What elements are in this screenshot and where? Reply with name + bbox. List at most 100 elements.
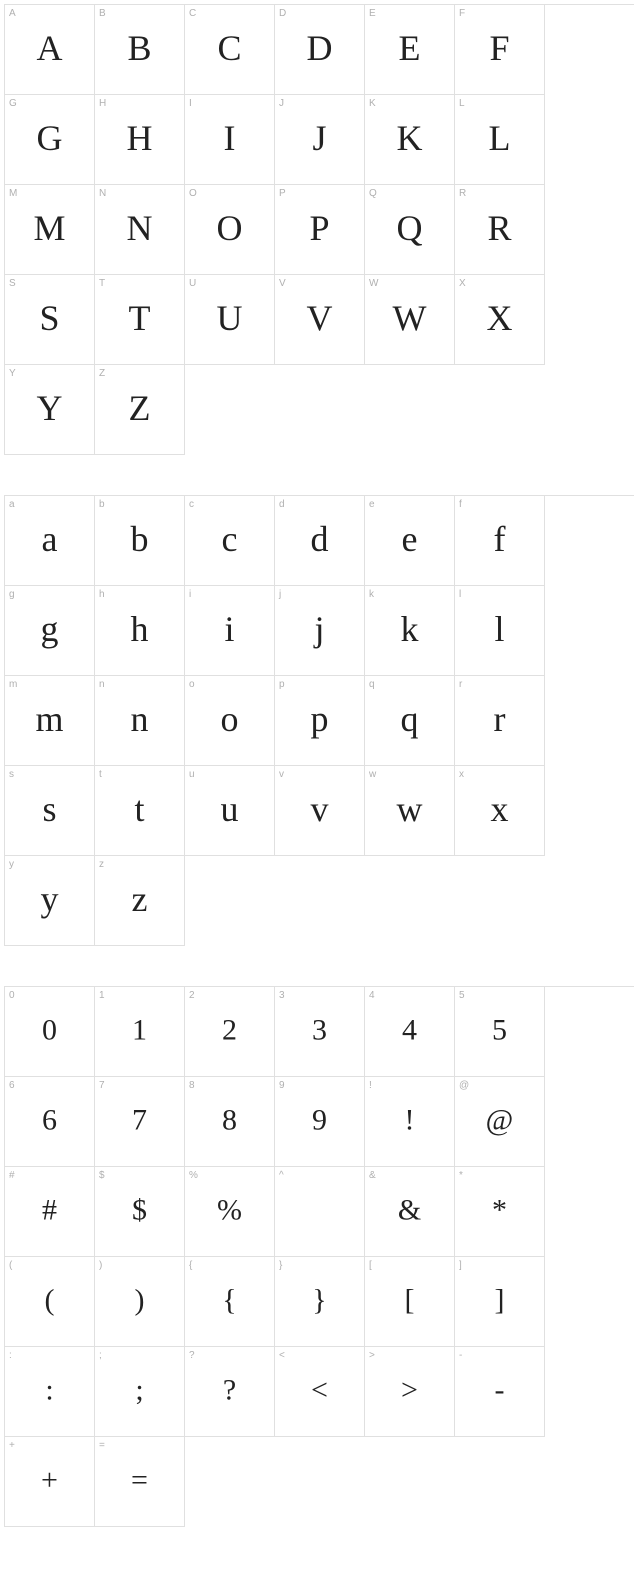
- glyph-cell[interactable]: !!: [365, 1077, 455, 1167]
- glyph-cell[interactable]: kk: [365, 586, 455, 676]
- glyph-cell[interactable]: GG: [5, 95, 95, 185]
- glyph-character: J: [312, 120, 326, 156]
- glyph-cell[interactable]: BB: [95, 5, 185, 95]
- glyph-cell[interactable]: ff: [455, 496, 545, 586]
- glyph-character: d: [311, 521, 329, 557]
- glyph-cell[interactable]: 22: [185, 987, 275, 1077]
- glyph-cell[interactable]: ##: [5, 1167, 95, 1257]
- glyph-cell[interactable]: ::: [5, 1347, 95, 1437]
- glyph-cell[interactable]: ((: [5, 1257, 95, 1347]
- glyph-cell[interactable]: tt: [95, 766, 185, 856]
- glyph-cell[interactable]: bb: [95, 496, 185, 586]
- glyph-cell[interactable]: OO: [185, 185, 275, 275]
- glyph-cell[interactable]: CC: [185, 5, 275, 95]
- glyph-cell[interactable]: ;;: [95, 1347, 185, 1437]
- glyph-cell[interactable]: QQ: [365, 185, 455, 275]
- glyph-cell[interactable]: pp: [275, 676, 365, 766]
- glyph-cell[interactable]: --: [455, 1347, 545, 1437]
- glyph-character: F: [489, 30, 509, 66]
- glyph-cell[interactable]: yy: [5, 856, 95, 946]
- glyph-cell[interactable]: nn: [95, 676, 185, 766]
- glyph-cell[interactable]: [[: [365, 1257, 455, 1347]
- glyph-cell[interactable]: 00: [5, 987, 95, 1077]
- glyph-character: !: [405, 1105, 415, 1135]
- glyph-cell[interactable]: UU: [185, 275, 275, 365]
- glyph-cell[interactable]: mm: [5, 676, 95, 766]
- glyph-cell[interactable]: dd: [275, 496, 365, 586]
- glyph-character: l: [494, 611, 504, 647]
- glyph-cell[interactable]: xx: [455, 766, 545, 856]
- glyph-cell[interactable]: 88: [185, 1077, 275, 1167]
- glyph-cell[interactable]: jj: [275, 586, 365, 676]
- glyph-cell[interactable]: EE: [365, 5, 455, 95]
- glyph-cell[interactable]: >>: [365, 1347, 455, 1437]
- glyph-cell[interactable]: hh: [95, 586, 185, 676]
- glyph-label: n: [99, 679, 105, 690]
- glyph-cell[interactable]: %%: [185, 1167, 275, 1257]
- glyph-cell[interactable]: ++: [5, 1437, 95, 1527]
- glyph-cell[interactable]: gg: [5, 586, 95, 676]
- glyph-cell[interactable]: NN: [95, 185, 185, 275]
- glyph-cell[interactable]: cc: [185, 496, 275, 586]
- glyph-cell[interactable]: $$: [95, 1167, 185, 1257]
- glyph-cell[interactable]: ll: [455, 586, 545, 676]
- glyph-cell[interactable]: aa: [5, 496, 95, 586]
- glyph-cell[interactable]: ]]: [455, 1257, 545, 1347]
- glyph-cell[interactable]: HH: [95, 95, 185, 185]
- glyph-label: -: [459, 1350, 462, 1361]
- glyph-character: Q: [397, 210, 423, 246]
- glyph-cell[interactable]: ss: [5, 766, 95, 856]
- glyph-cell[interactable]: VV: [275, 275, 365, 365]
- glyph-cell[interactable]: 55: [455, 987, 545, 1077]
- glyph-cell[interactable]: **: [455, 1167, 545, 1257]
- glyph-cell[interactable]: 99: [275, 1077, 365, 1167]
- glyph-label: E: [369, 8, 376, 19]
- glyph-cell[interactable]: qq: [365, 676, 455, 766]
- glyph-cell[interactable]: 77: [95, 1077, 185, 1167]
- glyph-cell[interactable]: ??: [185, 1347, 275, 1437]
- glyph-cell[interactable]: {{: [185, 1257, 275, 1347]
- glyph-label: Y: [9, 368, 16, 379]
- glyph-cell[interactable]: ==: [95, 1437, 185, 1527]
- glyph-cell[interactable]: RR: [455, 185, 545, 275]
- glyph-character: <: [311, 1375, 328, 1405]
- glyph-cell[interactable]: 66: [5, 1077, 95, 1167]
- glyph-cell[interactable]: LL: [455, 95, 545, 185]
- glyph-cell[interactable]: YY: [5, 365, 95, 455]
- glyph-cell[interactable]: DD: [275, 5, 365, 95]
- glyph-cell[interactable]: oo: [185, 676, 275, 766]
- glyph-cell[interactable]: ww: [365, 766, 455, 856]
- glyph-cell[interactable]: AA: [5, 5, 95, 95]
- glyph-cell[interactable]: rr: [455, 676, 545, 766]
- glyph-cell[interactable]: zz: [95, 856, 185, 946]
- glyph-cell[interactable]: uu: [185, 766, 275, 856]
- glyph-grid: 001122334455 66778899!!@@ ##$$%%^&&** (()){…: [4, 986, 634, 1527]
- glyph-cell[interactable]: 11: [95, 987, 185, 1077]
- glyph-cell[interactable]: WW: [365, 275, 455, 365]
- glyph-cell[interactable]: SS: [5, 275, 95, 365]
- glyph-cell[interactable]: ee: [365, 496, 455, 586]
- glyph-cell[interactable]: XX: [455, 275, 545, 365]
- glyph-cell[interactable]: @@: [455, 1077, 545, 1167]
- glyph-cell[interactable]: }}: [275, 1257, 365, 1347]
- glyph-character: A: [37, 30, 63, 66]
- glyph-cell[interactable]: II: [185, 95, 275, 185]
- glyph-cell[interactable]: 44: [365, 987, 455, 1077]
- glyph-cell[interactable]: <<: [275, 1347, 365, 1437]
- glyph-cell[interactable]: TT: [95, 275, 185, 365]
- glyph-cell[interactable]: ^: [275, 1167, 365, 1257]
- glyph-character: y: [41, 881, 59, 917]
- glyph-cell[interactable]: MM: [5, 185, 95, 275]
- glyph-label: 6: [9, 1080, 15, 1091]
- glyph-cell[interactable]: JJ: [275, 95, 365, 185]
- glyph-cell[interactable]: ZZ: [95, 365, 185, 455]
- glyph-cell[interactable]: &&: [365, 1167, 455, 1257]
- glyph-cell[interactable]: ii: [185, 586, 275, 676]
- glyph-cell[interactable]: KK: [365, 95, 455, 185]
- glyph-cell[interactable]: FF: [455, 5, 545, 95]
- glyph-cell[interactable]: 33: [275, 987, 365, 1077]
- glyph-cell[interactable]: PP: [275, 185, 365, 275]
- glyph-cell[interactable]: )): [95, 1257, 185, 1347]
- glyph-cell[interactable]: vv: [275, 766, 365, 856]
- glyph-character: Y: [37, 390, 63, 426]
